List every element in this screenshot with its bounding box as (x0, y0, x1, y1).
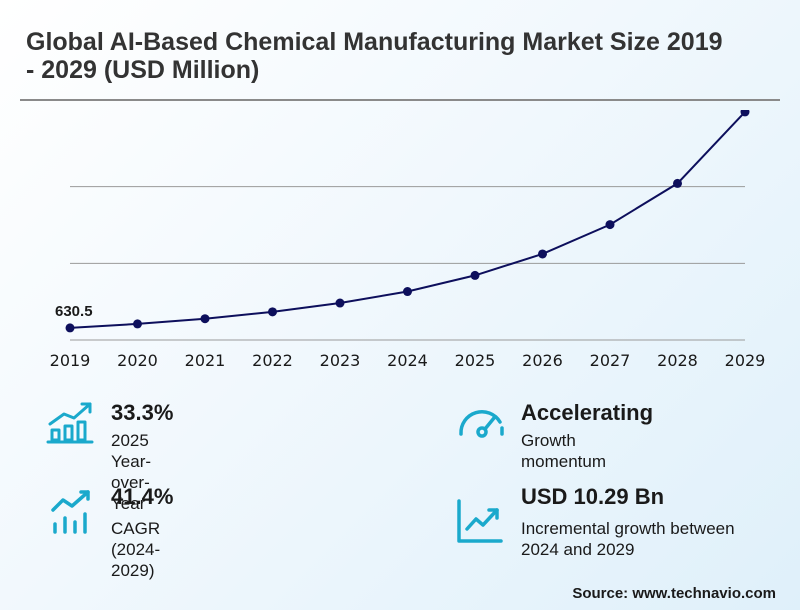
stat-value: Accelerating (521, 400, 654, 425)
data-point (335, 298, 345, 308)
growth-chart-icon (457, 499, 503, 543)
data-point (200, 314, 210, 324)
stat-label: Growth momentum (521, 431, 607, 471)
data-point (605, 220, 615, 230)
line-chart: 2019 2020 2021 2022 2023 2024 2025 2026 2027 2028… (50, 110, 766, 370)
stat-label: CAGR (2024-2029) (111, 519, 161, 580)
x-tick-label: 2020 (117, 351, 158, 370)
data-point (133, 319, 142, 329)
data-point (538, 249, 547, 259)
title-divider (20, 99, 780, 101)
x-tick-label: 2027 (590, 351, 631, 370)
x-tick-label: 2023 (320, 351, 361, 370)
data-point (403, 287, 412, 297)
speedometer-icon (459, 410, 504, 438)
bar-chart-growth-icon (46, 402, 94, 444)
x-tick-label: 2026 (522, 351, 563, 370)
x-tick-label: 2022 (252, 351, 293, 370)
data-point (673, 178, 682, 188)
x-tick-label: 2021 (185, 351, 226, 370)
trend-bars-icon (51, 490, 90, 534)
x-tick-label: 2025 (455, 351, 496, 370)
stat-value: 33.3% (111, 400, 174, 425)
data-point (65, 323, 75, 333)
x-tick-label: 2029 (725, 351, 766, 370)
stat-label: 2025 Year-over-Year (111, 431, 152, 513)
x-tick-label: 2024 (387, 351, 428, 370)
chart-title: Global AI-Based Chemical Manufacturing M… (26, 28, 723, 84)
data-label: 630.5 (55, 303, 93, 320)
stat-label: Incremental growth between 2024 and 2029 (521, 519, 735, 559)
source-credit: Source: www.technavio.com (572, 585, 776, 602)
stat-value: USD 10.29 Bn (521, 484, 665, 509)
data-point (470, 270, 480, 280)
x-tick-label: 2019 (50, 351, 91, 370)
x-tick-label: 2028 (657, 351, 698, 370)
data-point (740, 110, 750, 117)
stat-value: 41.4% (111, 484, 174, 509)
data-point (268, 307, 277, 317)
